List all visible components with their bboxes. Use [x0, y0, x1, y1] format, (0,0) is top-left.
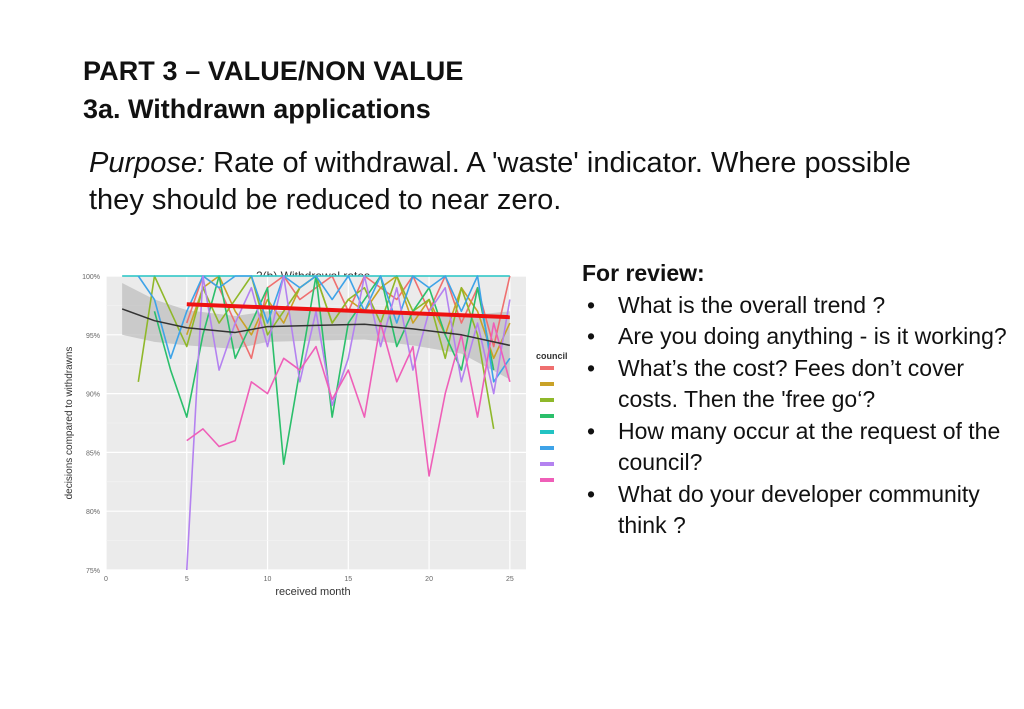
- withdrawal-rates-chart: 2(b) Withdrawal rates 75%80%85%90%95%100…: [64, 269, 568, 598]
- x-tick-labels: 0 5 10 15 20 25: [104, 576, 514, 583]
- legend-swatch: [540, 382, 554, 386]
- review-list: What is the overall trend ? Are you doin…: [582, 290, 1012, 542]
- x-tick-label: 15: [344, 576, 352, 583]
- confidence-band: [122, 283, 510, 380]
- slide-subtitle: 3a. Withdrawn applications: [83, 94, 431, 124]
- legend-swatch: [540, 430, 554, 434]
- review-item: What do your developer community think ?: [582, 479, 1012, 542]
- x-axis-label: received month: [275, 586, 350, 598]
- y-tick-label: 80%: [86, 509, 100, 516]
- smoothed-trend-line: [121, 308, 511, 347]
- legend: council: [536, 351, 568, 482]
- legend-swatch: [540, 478, 554, 482]
- series-lines: [122, 275, 511, 571]
- purpose-label: Purpose:: [89, 147, 206, 179]
- y-tick-label: 90%: [86, 392, 100, 399]
- slide-title: PART 3 – VALUE/NON VALUE: [83, 56, 464, 86]
- y-tick-label: 100%: [82, 274, 100, 281]
- purpose-statement: Purpose: Rate of withdrawal. A 'waste' i…: [89, 145, 919, 219]
- x-tick-label: 5: [185, 576, 189, 583]
- x-tick-label: 20: [425, 576, 433, 583]
- y-tick-label: 75%: [86, 568, 100, 575]
- series-line: [185, 275, 511, 571]
- legend-swatch: [540, 398, 554, 402]
- legend-swatch: [540, 366, 554, 370]
- y-tick-label: 85%: [86, 450, 100, 457]
- confidence-band-area: [122, 283, 510, 380]
- legend-title: council: [536, 351, 568, 361]
- linear-trend-line: [186, 302, 510, 320]
- series-line: [137, 275, 511, 383]
- review-item: What is the overall trend ?: [582, 290, 1012, 322]
- x-tick-label: 10: [264, 576, 272, 583]
- review-item: What’s the cost? Fees don’t cover costs.…: [582, 353, 1012, 416]
- purpose-text: Rate of withdrawal. A 'waste' indicator.…: [89, 147, 911, 216]
- legend-swatch: [540, 462, 554, 466]
- x-tick-label: 25: [506, 576, 514, 583]
- y-tick-labels: 75% 80% 85% 90% 95% 100%: [82, 274, 100, 575]
- legend-swatch: [540, 414, 554, 418]
- review-item: How many occur at the request of the cou…: [582, 416, 1012, 479]
- y-tick-label: 95%: [86, 333, 100, 340]
- review-panel: For review: What is the overall trend ? …: [582, 258, 1012, 542]
- review-item: Are you doing anything - is it working?: [582, 321, 1012, 353]
- review-heading: For review:: [582, 260, 705, 286]
- series-line: [186, 322, 511, 477]
- legend-swatch: [540, 446, 554, 450]
- trend-lines: [121, 302, 511, 347]
- y-axis-label: decisions compared to withdrawns: [64, 347, 75, 500]
- x-tick-label: 0: [104, 576, 108, 583]
